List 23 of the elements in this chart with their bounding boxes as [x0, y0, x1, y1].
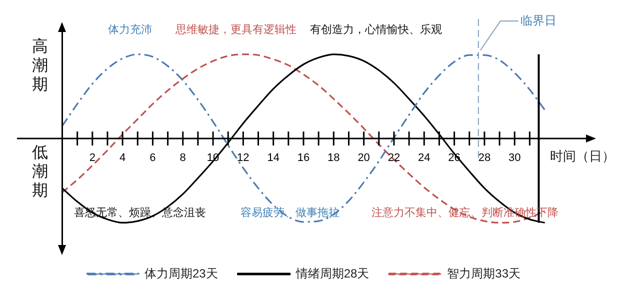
x-tick-label: 14: [267, 152, 280, 164]
x-axis-title: 时间（日）: [550, 148, 615, 164]
x-tick-label: 8: [180, 152, 186, 164]
legend-label: 体力周期23天: [144, 266, 218, 280]
legend-label: 智力周期33天: [447, 266, 521, 280]
x-tick-label: 18: [328, 152, 340, 164]
x-tick-label: 6: [150, 152, 156, 164]
text: 有创造力，心情愉快、乐观: [310, 23, 442, 36]
x-tick-label: 12: [237, 152, 250, 164]
x-tick-label: 30: [508, 152, 521, 164]
x-tick-label: 2: [89, 152, 96, 164]
annotation: 低潮期: [32, 144, 48, 200]
x-tick-label: 24: [418, 152, 430, 164]
x-tick-label: 16: [297, 152, 310, 164]
annotation: 高潮期: [32, 37, 48, 94]
legend-label: 情绪周期28天: [294, 266, 370, 280]
ref-line-label: 临界日: [520, 13, 556, 28]
x-tick-label: 20: [358, 152, 370, 164]
x-tick-label: 22: [388, 152, 400, 164]
x-tick-label: 4: [119, 152, 126, 164]
text: 体力充沛: [108, 23, 152, 36]
x-tick-label: 28: [478, 152, 491, 164]
text: 思维敏捷，更具有逻辑性: [174, 23, 296, 36]
